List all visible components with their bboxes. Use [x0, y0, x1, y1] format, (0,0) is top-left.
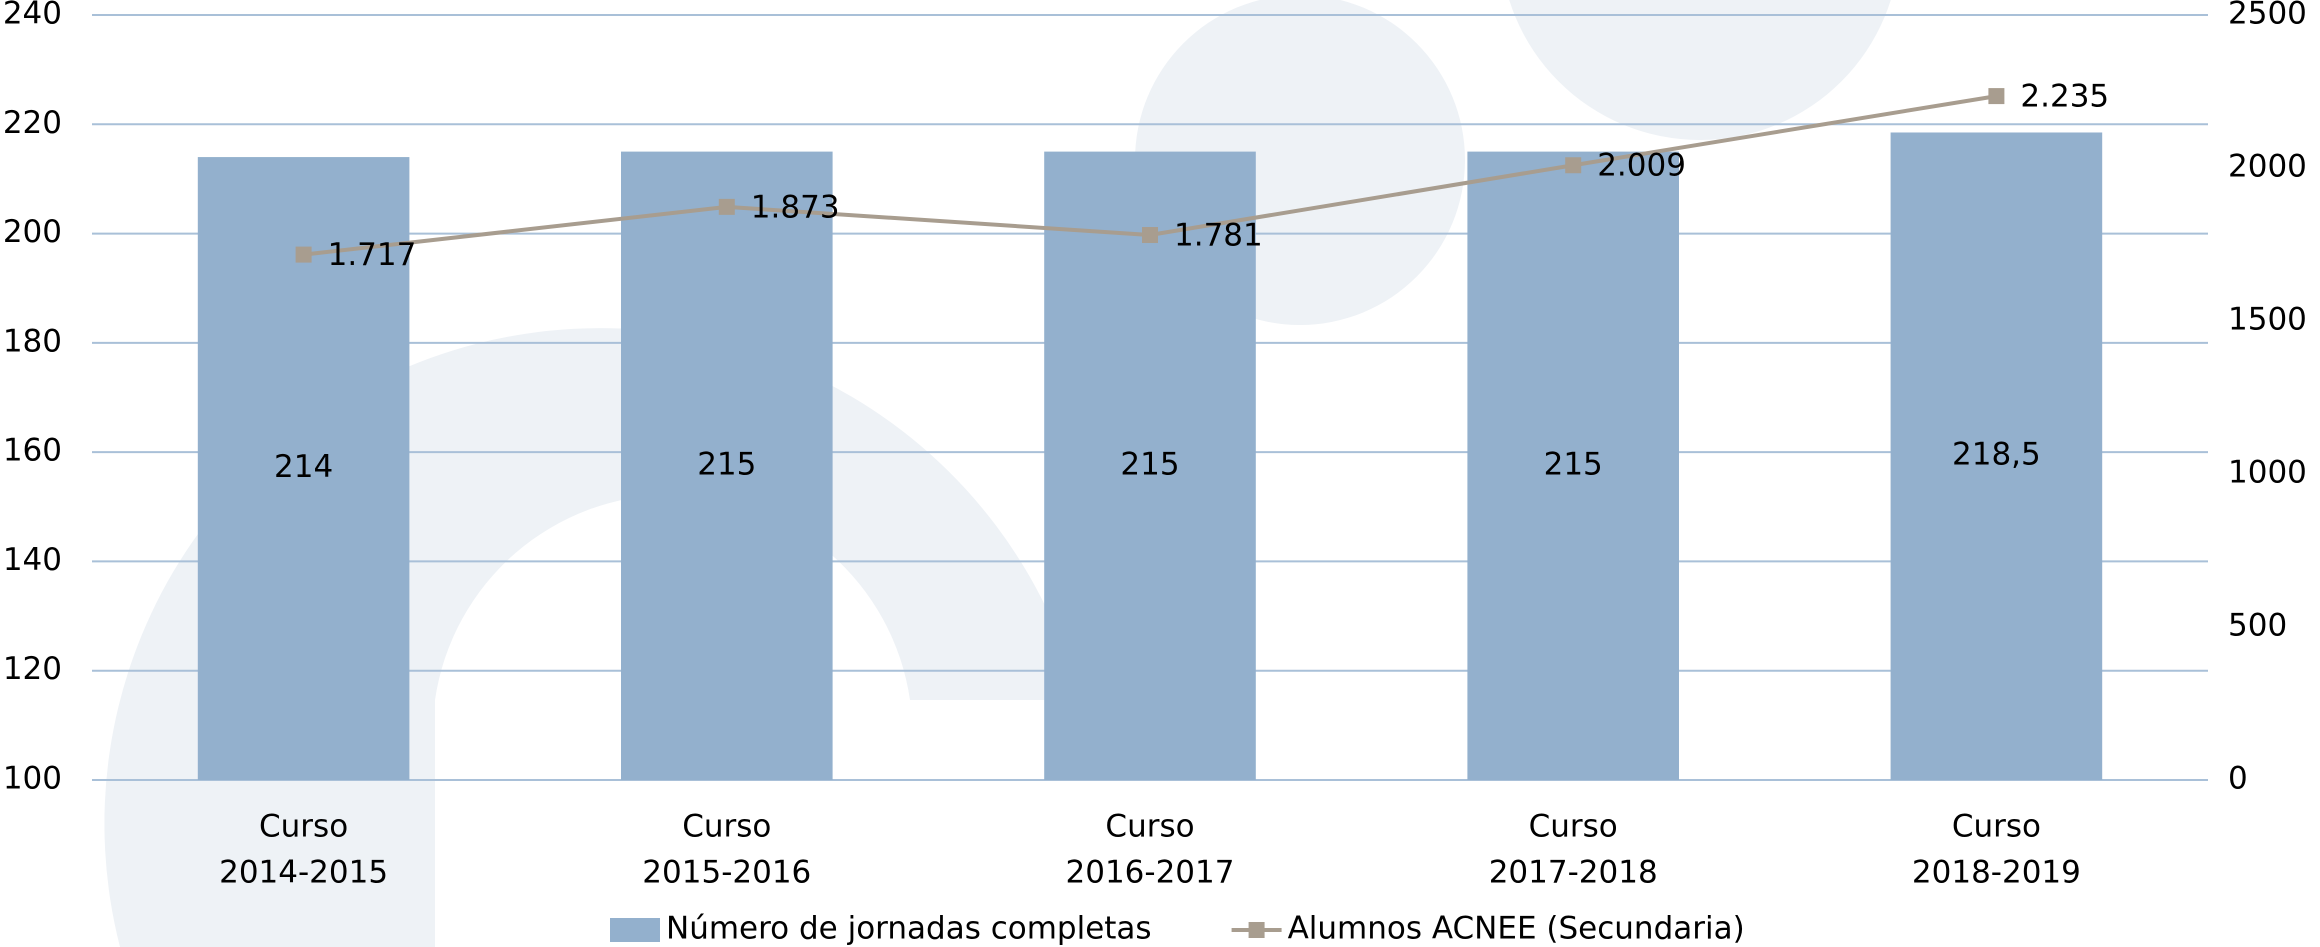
x-tick-label: Curso	[259, 809, 348, 845]
bar-value-label: 215	[1120, 446, 1179, 482]
bar	[1467, 151, 1679, 780]
line-marker	[1565, 157, 1582, 174]
y-tick-label: 220	[3, 105, 62, 141]
line-marker	[718, 198, 735, 215]
y2-tick-label: 2000	[2228, 149, 2307, 185]
y-tick-label: 120	[3, 651, 62, 687]
y2-tick-label: 2500	[2228, 0, 2307, 32]
y-tick-label: 140	[3, 542, 62, 578]
x-tick-label: Curso	[1105, 809, 1194, 845]
bar	[1890, 132, 2103, 780]
y2-tick-label: 1000	[2228, 455, 2307, 491]
legend-swatch	[610, 918, 660, 942]
line-value-label: 2.235	[2020, 79, 2109, 115]
legend-label: Número de jornadas completas	[666, 911, 1152, 947]
legend-label: Alumnos ACNEE (Secundaria)	[1288, 911, 1745, 947]
x-tick-label: Curso	[682, 809, 771, 845]
x-tick-label: 2018-2019	[1912, 855, 2081, 891]
x-tick-label: 2016-2017	[1066, 855, 1235, 891]
bar-value-label: 215	[1544, 446, 1603, 482]
bar-value-label: 218,5	[1952, 437, 2041, 473]
x-tick-label: 2017-2018	[1489, 855, 1658, 891]
line-marker	[295, 246, 312, 263]
x-tick-label: 2015-2016	[642, 855, 811, 891]
y-tick-label: 160	[3, 433, 62, 469]
line-marker	[1142, 227, 1158, 244]
y-tick-label: 100	[3, 761, 62, 797]
y2-tick-label: 1500	[2228, 302, 2307, 338]
legend-swatch	[1248, 922, 1265, 938]
line-value-label: 2.009	[1597, 148, 1686, 184]
line-value-label: 1.717	[328, 237, 417, 273]
bar	[1044, 151, 1256, 780]
x-tick-label: Curso	[1952, 809, 2041, 845]
line-value-label: 1.873	[751, 189, 840, 225]
line-marker	[1988, 88, 2005, 105]
y-tick-label: 240	[3, 0, 62, 32]
y-tick-label: 200	[3, 214, 62, 250]
y-tick-label: 180	[3, 323, 62, 359]
x-tick-label: 2014-2015	[219, 855, 388, 891]
legend: Número de jornadas completas Alumnos ACNE…	[610, 911, 1745, 947]
bar-value-label: 215	[697, 446, 756, 482]
line-value-label: 1.781	[1174, 218, 1263, 254]
y2-tick-label: 500	[2228, 608, 2287, 644]
bar	[621, 151, 833, 780]
bar-value-label: 214	[274, 449, 333, 485]
y2-tick-label: 0	[2228, 761, 2248, 797]
x-tick-label: Curso	[1529, 809, 1618, 845]
